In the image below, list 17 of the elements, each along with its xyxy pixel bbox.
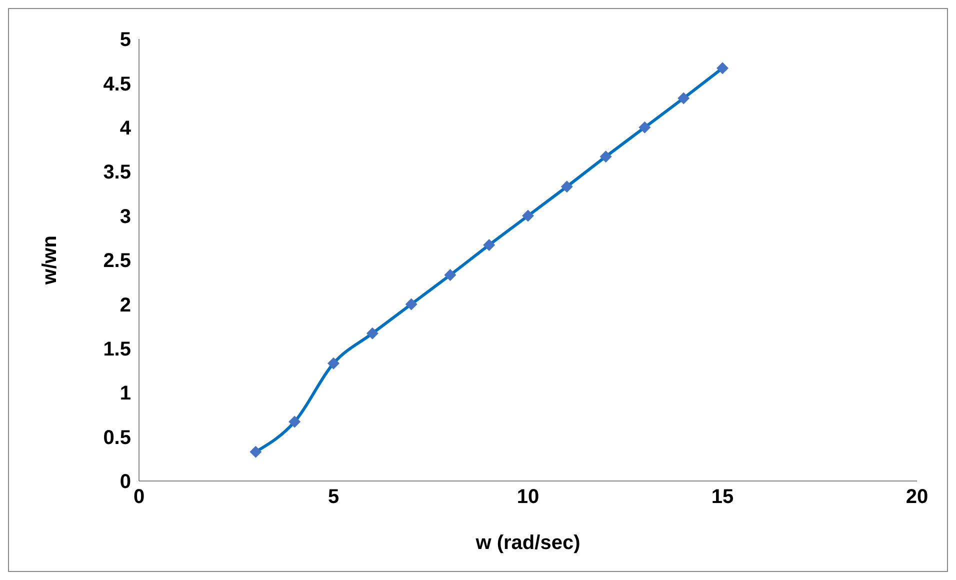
x-tick-label: 15 xyxy=(711,486,734,508)
y-tick-label: 4 xyxy=(120,118,132,140)
y-tick-label: 1.5 xyxy=(103,338,131,360)
y-tick-label: 3.5 xyxy=(103,162,131,184)
y-tick-label: 0.5 xyxy=(103,426,131,449)
y-axis-title: w/wn xyxy=(39,236,62,286)
y-tick-label: 1 xyxy=(120,382,131,405)
y-tick-label: 2.5 xyxy=(103,250,131,272)
y-tick-label: 4.5 xyxy=(103,73,131,96)
x-axis-title: w (rad/sec) xyxy=(474,532,580,554)
y-tick-label: 0 xyxy=(120,471,131,494)
x-tick-label: 20 xyxy=(906,486,928,508)
y-tick-label: 3 xyxy=(120,206,131,228)
y-tick-label: 2 xyxy=(120,294,131,316)
y-tick-label: 5 xyxy=(120,29,131,52)
x-tick-label: 10 xyxy=(516,486,540,508)
x-tick-label: 5 xyxy=(328,486,340,508)
